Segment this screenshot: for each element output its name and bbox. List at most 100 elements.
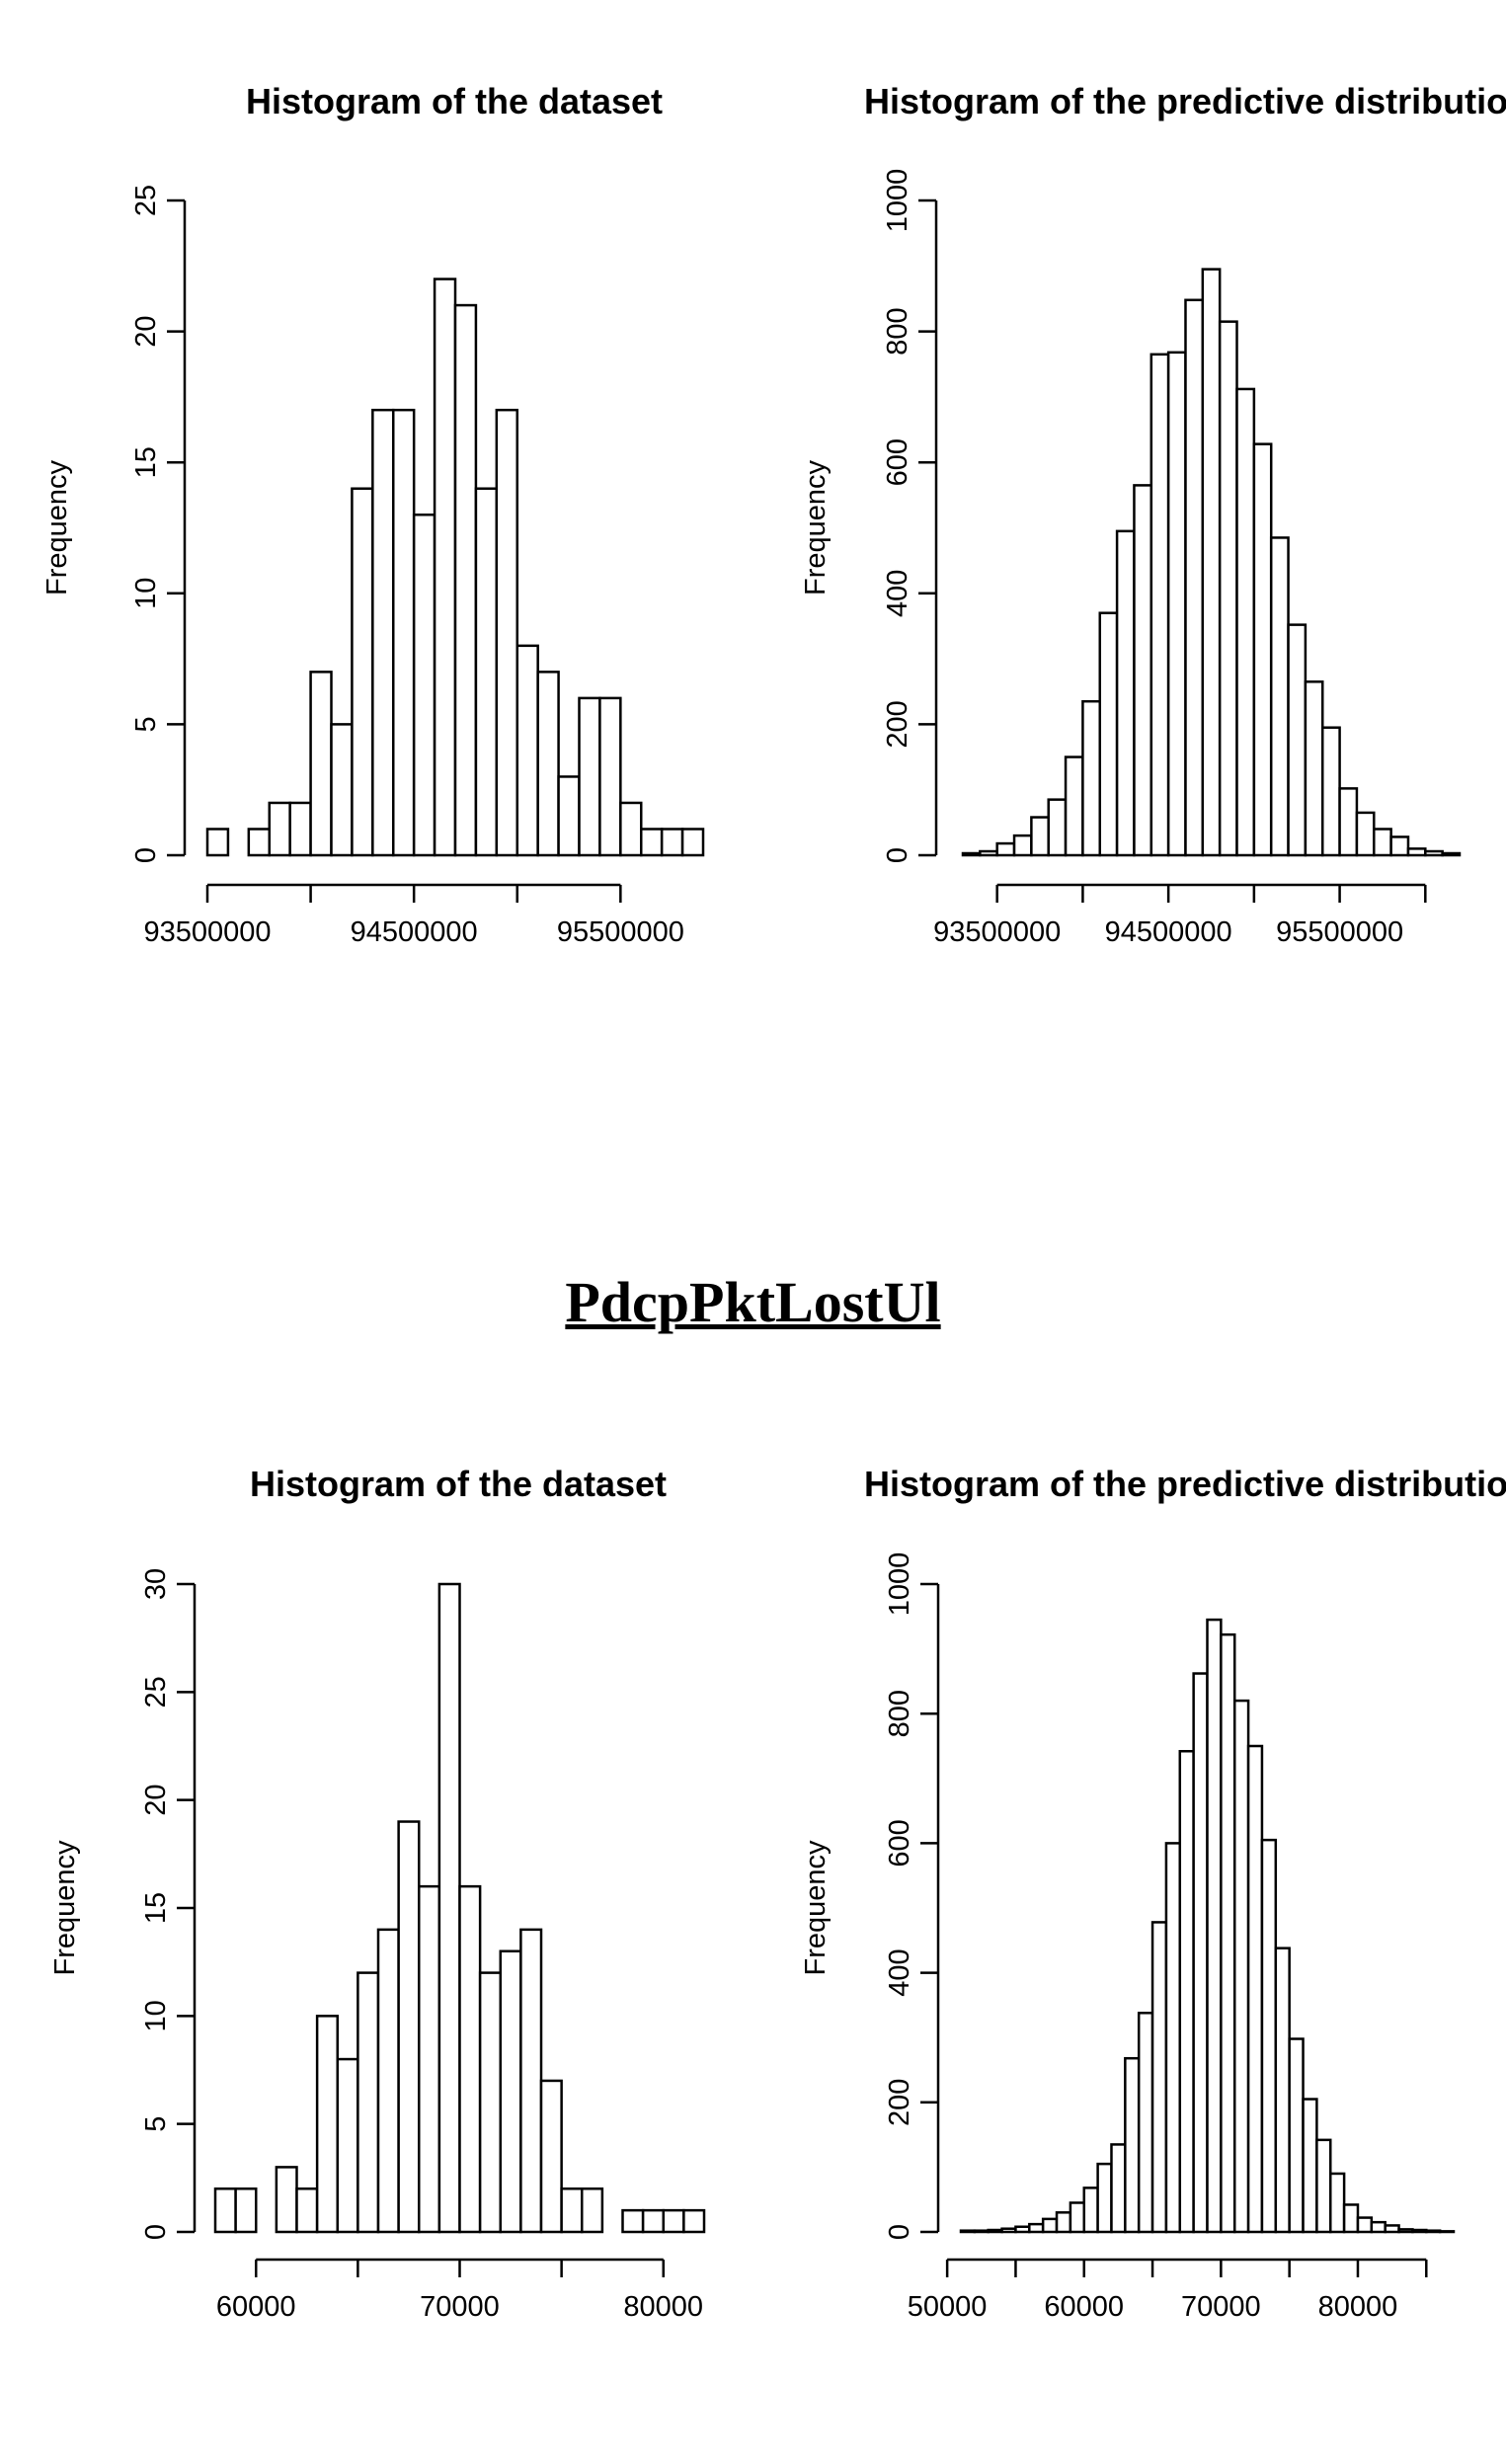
histogram-bar xyxy=(1206,1618,1223,2234)
histogram-bar xyxy=(1192,1672,1209,2234)
histogram-bar xyxy=(682,2208,706,2234)
y-tick-label: 20 xyxy=(130,315,162,347)
histogram-bar xyxy=(315,2015,339,2234)
y-axis-label: Frequency xyxy=(41,459,73,596)
histogram-bar xyxy=(1081,699,1102,857)
histogram-bar xyxy=(1384,2224,1400,2234)
histogram-bar xyxy=(1411,2228,1428,2234)
histogram-bar xyxy=(1115,529,1136,857)
x-axis: 60000 70000 80000 xyxy=(216,2258,703,2323)
histogram-bar xyxy=(478,1971,502,2234)
histogram-bar xyxy=(1124,2056,1141,2234)
histogram-bar xyxy=(268,801,291,857)
chart-title: Histogram of the dataset xyxy=(250,1464,667,1504)
x-tick-label: 94500000 xyxy=(1105,916,1232,948)
x-tick-label: 94500000 xyxy=(351,916,478,948)
histogram-bar xyxy=(1274,1947,1291,2234)
histogram-bar xyxy=(474,487,499,857)
histogram-bar xyxy=(660,828,684,857)
histogram-bar xyxy=(1232,1699,1250,2234)
histogram-bar xyxy=(560,2187,584,2234)
histogram-bar xyxy=(336,2057,359,2234)
histogram-bar xyxy=(351,487,374,857)
y-tick-label: 10 xyxy=(130,578,162,609)
x-tick-label: 60000 xyxy=(1044,2291,1124,2323)
histogram-bar xyxy=(1110,2143,1127,2234)
x-tick-label: 50000 xyxy=(908,2291,988,2323)
x-axis: 93500000 94500000 95500000 xyxy=(143,883,684,948)
histogram-bar xyxy=(392,408,416,857)
histogram-bar xyxy=(1047,798,1068,857)
y-tick-label: 25 xyxy=(140,1676,172,1708)
histogram-bar xyxy=(1149,353,1170,857)
histogram-bar xyxy=(275,2166,298,2234)
x-tick-label: 80000 xyxy=(1318,2291,1398,2323)
histogram-bar xyxy=(453,303,478,857)
histogram-bar xyxy=(621,2208,645,2234)
histogram-bar xyxy=(961,851,982,857)
histogram-bar xyxy=(1000,2227,1017,2234)
histogram-bar xyxy=(433,278,457,857)
histogram-bar xyxy=(1389,835,1410,857)
histogram-bar xyxy=(1304,680,1324,857)
y-tick-label: 30 xyxy=(140,1568,172,1600)
histogram-bar xyxy=(1098,611,1119,857)
y-tick-label: 15 xyxy=(140,1892,172,1924)
histogram-bar xyxy=(376,1928,400,2234)
x-tick-label: 93500000 xyxy=(933,916,1061,948)
histogram-bar xyxy=(578,696,601,857)
histogram-bar xyxy=(680,828,705,857)
histogram-bar xyxy=(1260,1838,1278,2234)
histogram-bar xyxy=(330,723,354,857)
histogram-3: Histogram of the dataset 0 5 10 15 20 25 30 Freq… xyxy=(49,1464,706,2323)
histogram-bar xyxy=(418,1884,441,2234)
histogram-bar xyxy=(619,801,643,857)
histogram-bar xyxy=(987,2228,1003,2234)
histogram-bar xyxy=(1218,320,1238,857)
histogram-1: Histogram of the dataset 0 5 10 15 20 25 Freque… xyxy=(41,81,705,948)
y-tick-label: 0 xyxy=(130,847,162,863)
histogram-bar xyxy=(1406,847,1427,857)
histogram-bar xyxy=(1397,2228,1414,2234)
y-tick-label: 200 xyxy=(882,700,913,748)
chart-title: Histogram of the dataset xyxy=(246,81,663,121)
histogram-bar xyxy=(1269,536,1290,857)
histogram-bar xyxy=(205,828,230,857)
y-tick-label: 0 xyxy=(882,847,913,863)
histogram-bar xyxy=(1166,351,1187,857)
y-tick-label: 200 xyxy=(884,2079,915,2126)
histogram-bar xyxy=(1425,2229,1442,2234)
histogram-bar xyxy=(1164,1842,1182,2234)
histogram-bar xyxy=(1320,726,1341,857)
y-tick-label: 600 xyxy=(882,438,913,486)
histogram-bar xyxy=(247,828,271,857)
histogram-bar xyxy=(1235,387,1256,857)
histogram-bar xyxy=(437,1582,461,2234)
histogram-bar xyxy=(1438,2230,1456,2234)
histogram-bar xyxy=(1287,623,1308,857)
y-tick-label: 20 xyxy=(140,1785,172,1816)
histogram-bar xyxy=(371,408,395,857)
histogram-2: Histogram of the predictive distributio 0… xyxy=(800,81,1506,948)
histogram-bar xyxy=(1201,268,1222,857)
x-axis: 50000 60000 70000 80000 xyxy=(908,2258,1428,2323)
histogram-bar xyxy=(1220,1632,1236,2234)
y-axis: 0 200 400 600 800 1000 xyxy=(882,169,938,863)
y-axis: 0 5 10 15 20 25 xyxy=(130,185,187,863)
histogram-bar xyxy=(1329,2172,1346,2234)
histogram-4: Histogram of the predictive distributio 0… xyxy=(800,1464,1506,2323)
x-tick-label: 95500000 xyxy=(557,916,684,948)
x-tick-label: 70000 xyxy=(420,2291,500,2323)
histogram-bar xyxy=(662,2208,685,2234)
histogram-bar xyxy=(1338,787,1359,857)
histogram-bar xyxy=(1370,2220,1387,2234)
y-axis-label: Frequency xyxy=(49,1840,81,1976)
chart-title: Histogram of the predictive distributio xyxy=(864,1464,1506,1504)
histogram-bar xyxy=(1184,298,1205,857)
histogram-bar xyxy=(1082,2186,1099,2234)
histogram-bar xyxy=(1028,2222,1045,2234)
histogram-bar xyxy=(1041,2217,1059,2234)
histogram-bar xyxy=(1150,1921,1168,2234)
y-tick-label: 400 xyxy=(882,570,913,617)
